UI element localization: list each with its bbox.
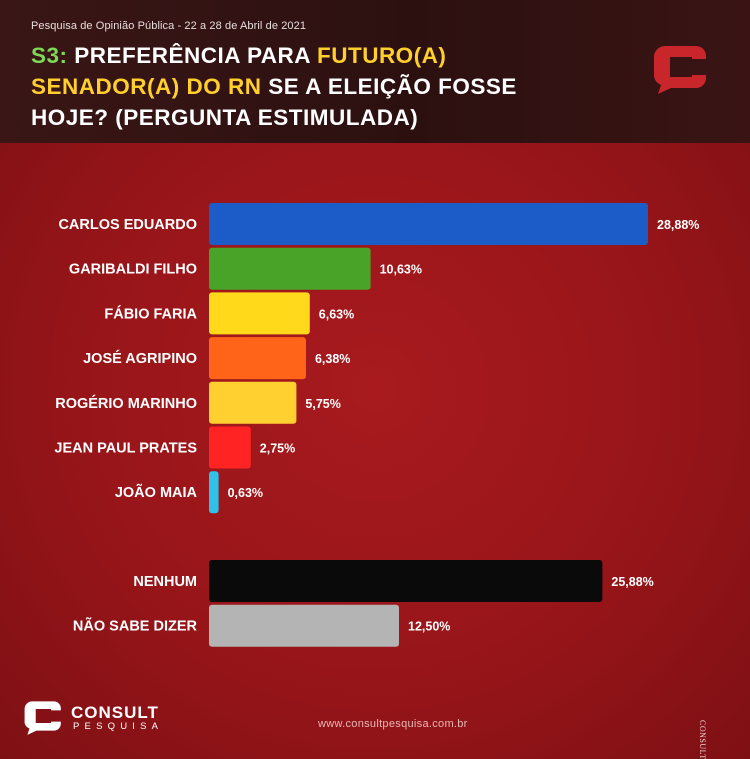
bar-garibaldi-filho	[209, 247, 371, 290]
website-link[interactable]: www.consultpesquisa.com.br	[318, 718, 468, 730]
bar-fabio-faria	[209, 292, 310, 335]
category-label-nao-sabe-dizer: NÃO SABE DIZER	[73, 617, 198, 635]
bar-nenhum	[209, 560, 603, 602]
survey-subtitle: Pesquisa de Opinião Pública - 22 a 28 de…	[31, 20, 307, 32]
value-label-garibaldi-filho: 10,63%	[380, 263, 422, 277]
bar-jean-paul-prates	[209, 426, 251, 469]
category-label-joao-maia: JOÃO MAIA	[115, 483, 198, 501]
value-label-jose-agripino: 6,38%	[315, 352, 350, 366]
value-label-nao-sabe-dizer: 12,50%	[408, 620, 450, 634]
bar-chart: CARLOS EDUARDO 28,88% GARIBALDI FILHO 10,63…	[54, 203, 699, 647]
category-label-nenhum: NENHUM	[133, 574, 197, 590]
category-label-fabio-faria: FÁBIO FARIA	[104, 305, 197, 322]
title-senator: SENADOR(A) DO RN	[31, 74, 262, 99]
question-code: S3:	[31, 43, 68, 68]
category-label-jean-paul-prates: JEAN PAUL PRATES	[54, 441, 197, 457]
consult-logo-icon	[654, 46, 706, 94]
brand-name: CONSULT	[71, 703, 159, 722]
bar-nao-sabe-dizer	[209, 604, 400, 647]
title-future: FUTURO(A)	[316, 43, 447, 68]
brand-subtitle: PESQUISA	[73, 721, 164, 732]
title-part2: SE A ELEIÇÃO FOSSE HOJE? (PERGUNTA ESTIM…	[31, 74, 517, 130]
question-title: S3: PREFERÊNCIA PARA FUTURO(A) SENADOR(A…	[31, 40, 591, 133]
bar-rogerio-marinho	[209, 381, 297, 424]
category-label-carlos-eduardo: CARLOS EDUARDO	[58, 217, 197, 233]
watermark: CONSULT	[698, 720, 707, 759]
value-label-nenhum: 25,88%	[611, 575, 653, 589]
category-label-garibaldi-filho: GARIBALDI FILHO	[69, 262, 197, 278]
bar-jose-agripino	[209, 337, 306, 380]
value-label-rogerio-marinho: 5,75%	[305, 397, 340, 411]
value-label-jean-paul-prates: 2,75%	[260, 442, 295, 456]
bar-carlos-eduardo	[209, 203, 648, 245]
value-label-fabio-faria: 6,63%	[319, 307, 354, 321]
category-label-rogerio-marinho: ROGÉRIO MARINHO	[55, 395, 197, 412]
consult-footer-logo-icon	[24, 701, 61, 735]
value-label-joao-maia: 0,63%	[228, 486, 263, 500]
header: Pesquisa de Opinião Pública - 22 a 28 de…	[0, 0, 750, 143]
chart-panel: CARLOS EDUARDO 28,88% GARIBALDI FILHO 10,63…	[0, 143, 750, 759]
bar-joao-maia	[209, 471, 219, 514]
title-part1: PREFERÊNCIA PARA	[67, 43, 317, 68]
category-label-jose-agripino: JOSÉ AGRIPINO	[83, 350, 197, 367]
value-label-carlos-eduardo: 28,88%	[657, 218, 699, 232]
